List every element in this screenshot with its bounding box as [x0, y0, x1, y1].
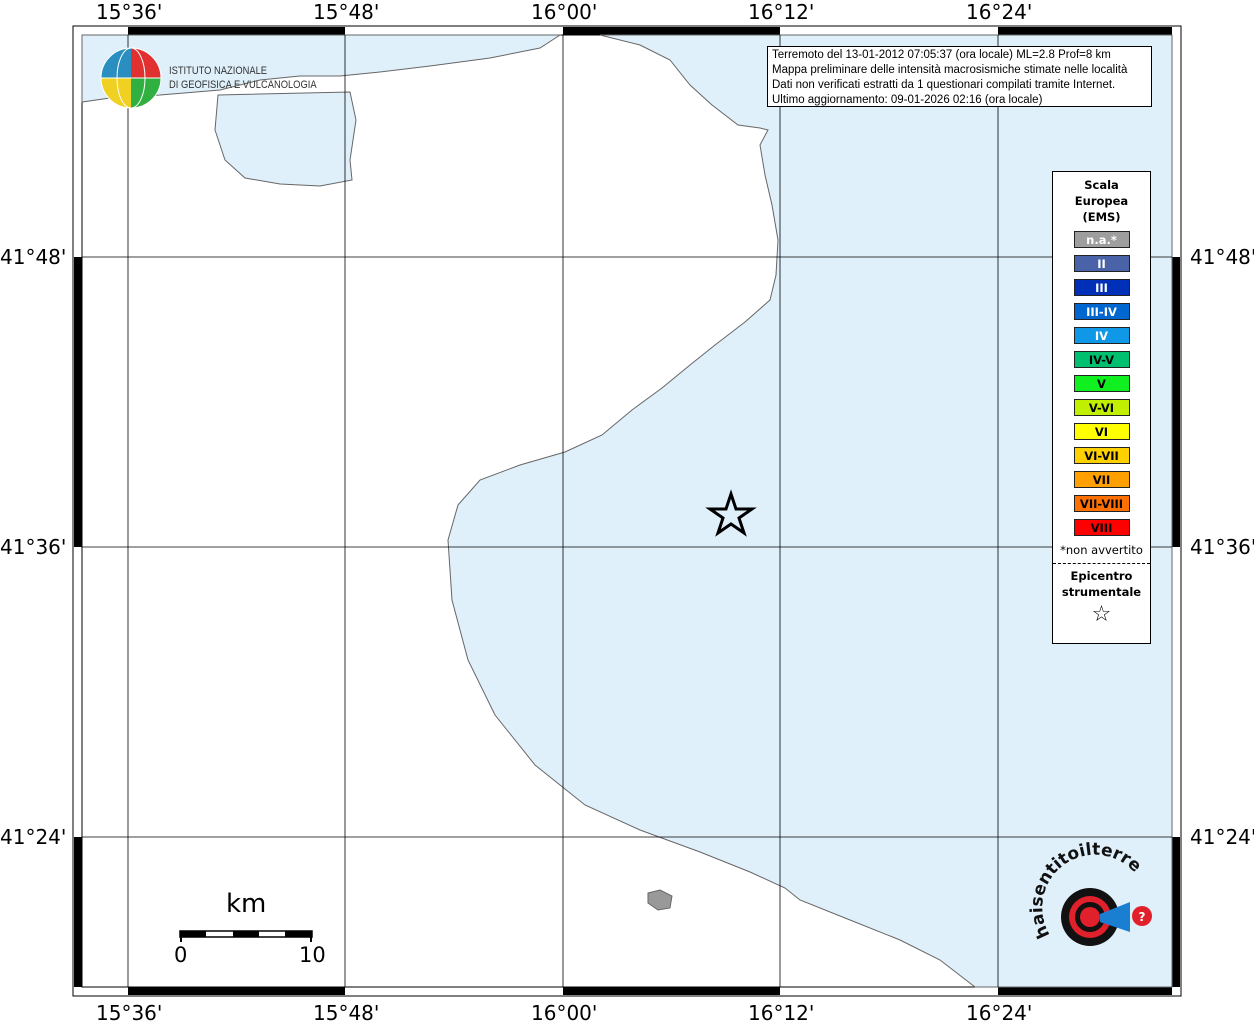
legend-swatches: n.a.* II III III-IV IV IV-V V V-VI VI VI-VII VII VI… — [1053, 231, 1150, 536]
legend-note: *non avvertito — [1060, 543, 1143, 557]
ingv-line-2: DI GEOFISICA E VULCANOLOGIA — [169, 79, 317, 91]
lat-label-left: 41°36' — [0, 535, 67, 559]
legend-swatch: III-IV — [1073, 303, 1130, 320]
scale-unit: km — [226, 889, 267, 919]
legend-swatch: V — [1073, 375, 1130, 392]
legend-swatch: VI-VII — [1073, 447, 1130, 464]
lat-label-left: 41°48' — [0, 245, 67, 269]
lon-label-bottom: 16°12' — [748, 1001, 815, 1025]
legend-swatch: IV-V — [1073, 351, 1130, 368]
lat-label-right: 41°48' — [1190, 245, 1254, 269]
lat-label-right: 41°24' — [1190, 825, 1254, 849]
lon-label-top: 16°00' — [531, 0, 598, 24]
legend-divider — [1053, 563, 1150, 564]
legend-swatch: VI — [1073, 423, 1130, 440]
info-line: Ultimo aggiornamento: 09-01-2026 02:16 (… — [772, 94, 1043, 106]
legend-swatch: IV — [1073, 327, 1130, 344]
legend-title: (EMS) — [1082, 210, 1121, 224]
info-line: Mappa preliminare delle intensità macros… — [772, 64, 1128, 76]
lon-label-bottom: 16°24' — [966, 1001, 1033, 1025]
legend-title: Europea — [1074, 194, 1129, 208]
legend-swatch: n.a.* — [1073, 231, 1130, 248]
info-line: Terremoto del 13-01-2012 07:05:37 (ora l… — [772, 49, 1111, 61]
legend-title: Scala — [1084, 178, 1119, 192]
epicenter-star-icon — [705, 489, 757, 537]
ingv-logo-text: ISTITUTO NAZIONALE DI GEOFISICA E VULCAN… — [169, 64, 317, 92]
legend-swatch: V-VI — [1073, 399, 1130, 416]
svg-text:?: ? — [1139, 910, 1146, 924]
epicenter-label: Epicentro — [1070, 569, 1133, 583]
lat-label-right: 41°36' — [1190, 535, 1254, 559]
scale-min: 0 — [174, 943, 188, 967]
legend-swatch: III — [1073, 279, 1130, 296]
ingv-line-1: ISTITUTO NAZIONALE — [169, 65, 268, 77]
ems-legend: Scala Europea (EMS) n.a.* II III III-IV IV IV… — [1052, 171, 1151, 644]
event-info-box: Terremoto del 13-01-2012 07:05:37 (ora l… — [767, 46, 1152, 107]
scale-max: 10 — [299, 943, 326, 967]
lon-label-top: 16°24' — [966, 0, 1033, 24]
sea — [81, 34, 1173, 988]
lon-label-top: 15°48' — [313, 0, 380, 24]
lon-label-top: 15°36' — [96, 0, 163, 24]
legend-swatch: VII-VIII — [1073, 495, 1130, 512]
lon-label-bottom: 16°00' — [531, 1001, 598, 1025]
lat-label-left: 41°24' — [0, 825, 67, 849]
legend-swatch: VIII — [1073, 519, 1130, 536]
legend-swatch: II — [1073, 255, 1130, 272]
scale-bar — [179, 930, 313, 942]
epicenter-label: strumentale — [1061, 585, 1142, 599]
lon-label-bottom: 15°48' — [313, 1001, 380, 1025]
lon-label-bottom: 15°36' — [96, 1001, 163, 1025]
island — [647, 889, 673, 911]
epicenter-star-icon: ☆ — [1091, 602, 1112, 627]
frame-ticks — [74, 27, 1180, 995]
graticule — [82, 35, 1172, 987]
legend-swatch: VII — [1073, 471, 1130, 488]
ingv-logo — [100, 47, 162, 109]
info-line: Dati non verificati estratti da 1 questi… — [772, 79, 1116, 91]
lon-label-top: 16°12' — [748, 0, 815, 24]
